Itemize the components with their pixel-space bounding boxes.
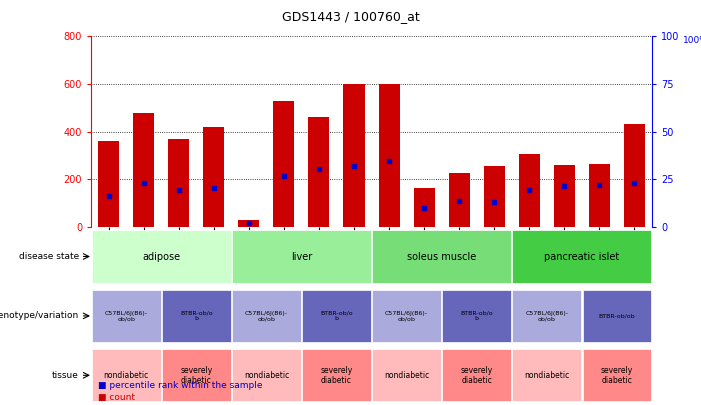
Bar [414,188,435,227]
Bar [372,349,441,401]
Text: C57BL/6J(B6)-
ob/ob: C57BL/6J(B6)- ob/ob [104,311,148,321]
Bar [449,173,470,227]
Text: nondiabetic: nondiabetic [524,371,569,380]
Bar [589,164,610,227]
Bar [232,290,301,342]
Bar [583,290,651,342]
Bar [302,349,371,401]
Text: severely
diabetic: severely diabetic [461,366,493,385]
Bar [92,230,231,283]
Text: tissue: tissue [52,371,79,380]
Bar [302,290,371,342]
Text: C57BL/6J(B6)-
ob/ob: C57BL/6J(B6)- ob/ob [525,311,569,321]
Bar [343,84,365,227]
Bar [554,165,575,227]
Bar [273,101,294,227]
Text: GDS1443 / 100760_at: GDS1443 / 100760_at [282,10,419,23]
Bar [583,349,651,401]
Bar [98,141,119,227]
Text: severely
diabetic: severely diabetic [320,366,353,385]
Bar [162,290,231,342]
Bar [512,290,581,342]
Text: ■ count: ■ count [98,393,135,402]
Bar [372,290,441,342]
Bar [232,230,371,283]
Text: BTBR-ob/o
b: BTBR-ob/o b [461,311,493,321]
Bar [232,349,301,401]
Bar [203,127,224,227]
Text: ■ percentile rank within the sample: ■ percentile rank within the sample [98,381,263,390]
Bar [442,349,511,401]
Text: C57BL/6J(B6)-
ob/ob: C57BL/6J(B6)- ob/ob [245,311,288,321]
Text: genotype/variation: genotype/variation [0,311,79,320]
Bar [168,139,189,227]
Text: nondiabetic: nondiabetic [244,371,289,380]
Text: severely
diabetic: severely diabetic [601,366,633,385]
Bar [92,349,161,401]
Text: C57BL/6J(B6)-
ob/ob: C57BL/6J(B6)- ob/ob [385,311,428,321]
Text: disease state: disease state [19,252,79,261]
Bar [238,220,259,227]
Bar [512,230,651,283]
Text: severely
diabetic: severely diabetic [180,366,212,385]
Text: soleus muscle: soleus muscle [407,252,476,262]
Text: adipose: adipose [142,252,180,262]
Text: nondiabetic: nondiabetic [384,371,429,380]
Bar [379,84,400,227]
Bar [133,113,154,227]
Text: 100%: 100% [683,36,701,45]
Text: liver: liver [291,252,312,262]
Bar [519,154,540,227]
Text: pancreatic islet: pancreatic islet [544,252,620,262]
Bar [162,349,231,401]
Text: BTBR-ob/o
b: BTBR-ob/o b [320,311,353,321]
Bar [308,117,329,227]
Text: nondiabetic: nondiabetic [104,371,149,380]
Bar [92,290,161,342]
Bar [512,349,581,401]
Bar [624,124,645,227]
Bar [484,166,505,227]
Text: BTBR-ob/ob: BTBR-ob/ob [599,313,635,318]
Bar [442,290,511,342]
Text: BTBR-ob/o
b: BTBR-ob/o b [180,311,212,321]
Bar [372,230,511,283]
